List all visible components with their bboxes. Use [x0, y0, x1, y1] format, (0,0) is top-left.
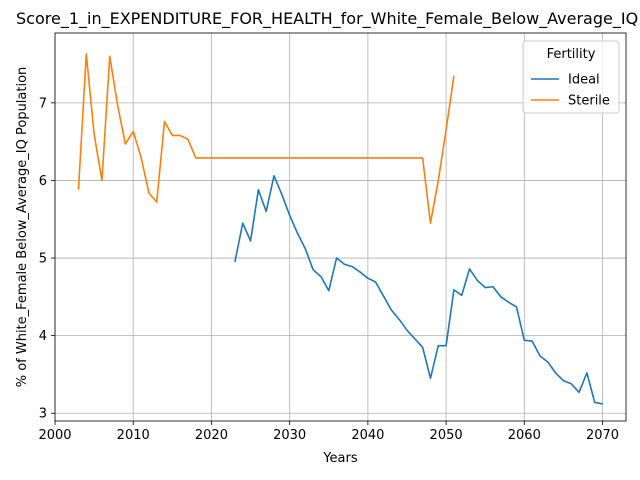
x-tick-label: 2050: [430, 428, 463, 443]
x-axis-label: Years: [322, 451, 358, 466]
plot-frame: [54, 32, 627, 422]
chart-title: Score_1_in_EXPENDITURE_FOR_HEALTH_for_Wh…: [16, 9, 638, 29]
series-line-sterile: [77, 53, 455, 224]
y-axis-label: % of White_Female Below_Average_IQ Popul…: [15, 67, 30, 388]
y-tick-label: 6: [39, 174, 47, 189]
y-tick-label: 7: [39, 96, 47, 111]
x-tick-label: 2020: [195, 428, 228, 443]
x-tick-label: 2000: [38, 428, 71, 443]
y-tick-label: 4: [39, 329, 47, 344]
legend-title: Fertility: [547, 47, 596, 62]
y-axis-ticks: 3 4 5 6 7: [39, 96, 55, 422]
x-axis-ticks: 2000 2010 2020 2030 2040 2050 2060 2070: [38, 421, 619, 443]
legend-label-sterile: Sterile: [568, 94, 610, 109]
x-tick-label: 2040: [351, 428, 384, 443]
y-tick-label: 3: [39, 407, 47, 422]
x-tick-label: 2070: [586, 428, 619, 443]
x-tick-label: 2060: [508, 428, 541, 443]
series-line-ideal: [234, 174, 603, 405]
legend: Fertility Ideal Sterile: [522, 40, 620, 114]
legend-label-ideal: Ideal: [568, 73, 600, 88]
series-lines: [77, 53, 603, 405]
x-tick-label: 2010: [117, 428, 150, 443]
legend-box: [522, 40, 620, 114]
x-tick-label: 2030: [273, 428, 306, 443]
y-tick-label: 5: [39, 252, 47, 267]
